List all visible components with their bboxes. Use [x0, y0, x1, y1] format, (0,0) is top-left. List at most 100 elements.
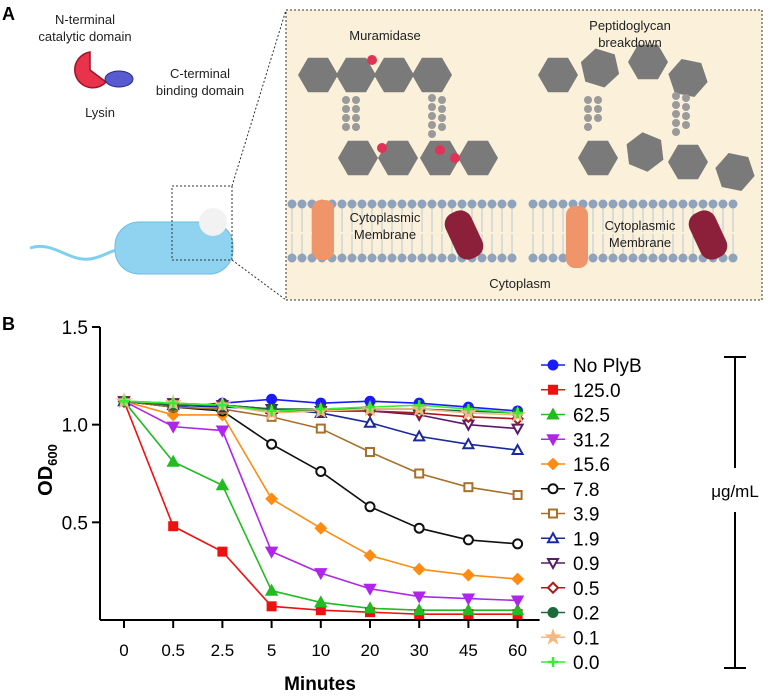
- marker: [166, 421, 180, 434]
- peptide-bead: [594, 114, 602, 122]
- lipid-head: [347, 199, 357, 209]
- peptide-bead: [594, 105, 602, 113]
- marker: [461, 568, 475, 582]
- lipid-head: [698, 199, 708, 209]
- cytoplasm-label: Cytoplasm: [489, 276, 550, 291]
- marker: [510, 595, 525, 608]
- marker: [364, 501, 376, 513]
- n-terminal-line: N-terminal: [55, 12, 115, 27]
- marker: [510, 603, 525, 616]
- bracket-label: μg/mL: [711, 482, 759, 501]
- legend-label: 0.0: [573, 653, 599, 674]
- membrane-line: Cytoplasmic: [350, 210, 421, 225]
- peptide-bead: [672, 110, 680, 118]
- legend-label: 7.8: [573, 480, 599, 501]
- lipid-head: [377, 199, 387, 209]
- lipid-head: [728, 253, 738, 263]
- peptide-bead: [428, 130, 436, 138]
- lipid-head: [457, 199, 467, 209]
- peptide-bead: [672, 92, 680, 100]
- glycan-hexagon: [374, 57, 414, 93]
- marker: [548, 657, 558, 667]
- marker: [363, 415, 377, 428]
- peptide-bead: [584, 105, 592, 113]
- marker: [217, 546, 228, 557]
- lipid-head: [507, 199, 517, 209]
- panel-label: A: [2, 4, 15, 24]
- lipid-head: [628, 253, 638, 263]
- marker: [166, 454, 180, 467]
- marker: [413, 522, 425, 534]
- membrane-protein: [444, 210, 484, 260]
- peptide-bead: [672, 101, 680, 109]
- lipid-head: [297, 199, 307, 209]
- lipid-head: [688, 253, 698, 263]
- legend-label: 62.5: [573, 406, 610, 427]
- lipid-head: [417, 199, 427, 209]
- glycan-hexagon: [580, 48, 620, 88]
- marker: [412, 562, 426, 576]
- peptide-bead: [438, 123, 446, 131]
- marker: [461, 593, 476, 606]
- marker: [512, 538, 524, 550]
- marker: [166, 408, 180, 422]
- c-terminal-line: C-terminal: [170, 66, 230, 81]
- marker: [264, 583, 279, 596]
- x-axis-title: Minutes: [284, 674, 356, 695]
- lipid-head: [507, 253, 517, 263]
- lipid-head: [528, 199, 538, 209]
- peptide-bead: [584, 96, 592, 104]
- zoom-line: [231, 9, 287, 187]
- legend-label: 0.9: [573, 554, 599, 575]
- marker: [168, 521, 179, 532]
- y-title-main: OD: [35, 466, 57, 496]
- marker: [463, 404, 474, 415]
- peptide-bead: [352, 96, 360, 104]
- marker: [266, 438, 278, 450]
- lipid-head: [287, 253, 297, 263]
- glycan-hexagon: [336, 57, 376, 93]
- lipid-head: [467, 199, 477, 209]
- membrane-line: Membrane: [354, 227, 416, 242]
- x-tick-label: 0.5: [161, 641, 185, 660]
- lipid-head: [728, 199, 738, 209]
- glycan-hexagon: [715, 153, 755, 191]
- peptide-bead: [428, 103, 436, 111]
- lipid-head: [638, 199, 648, 209]
- lipid-head: [407, 199, 417, 209]
- glycan-hexagon: [298, 57, 338, 93]
- peptide-bead: [438, 114, 446, 122]
- marker: [547, 483, 559, 495]
- glycan-hexagon: [626, 132, 664, 172]
- glycan-hexagon: [378, 140, 418, 176]
- marker: [365, 402, 375, 413]
- marker: [264, 546, 279, 559]
- lipid-head: [337, 253, 347, 263]
- lipid-head: [548, 253, 558, 263]
- muramidase-label: Muramidase: [349, 28, 421, 43]
- enzyme: [367, 55, 377, 65]
- y-tick-label: 1.0: [62, 416, 88, 437]
- enzyme: [377, 143, 387, 153]
- lipid-head: [688, 199, 698, 209]
- lipid-head: [598, 199, 608, 209]
- peptide-bead: [584, 123, 592, 131]
- lipid-head: [357, 253, 367, 263]
- marker: [314, 595, 328, 608]
- lipid-head: [538, 253, 548, 263]
- marker: [265, 492, 279, 506]
- marker: [363, 583, 377, 596]
- lipid-head: [528, 253, 538, 263]
- y-title-sub: 600: [45, 444, 60, 466]
- lipid-head: [337, 199, 347, 209]
- membrane-line: Membrane: [609, 235, 671, 250]
- marker: [266, 405, 277, 416]
- marker: [414, 400, 425, 411]
- lipid-head: [387, 253, 397, 263]
- marker: [217, 400, 228, 411]
- lipid-head: [608, 253, 618, 263]
- marker: [547, 607, 559, 618]
- marker: [461, 603, 476, 616]
- legend-label: 125.0: [573, 381, 621, 402]
